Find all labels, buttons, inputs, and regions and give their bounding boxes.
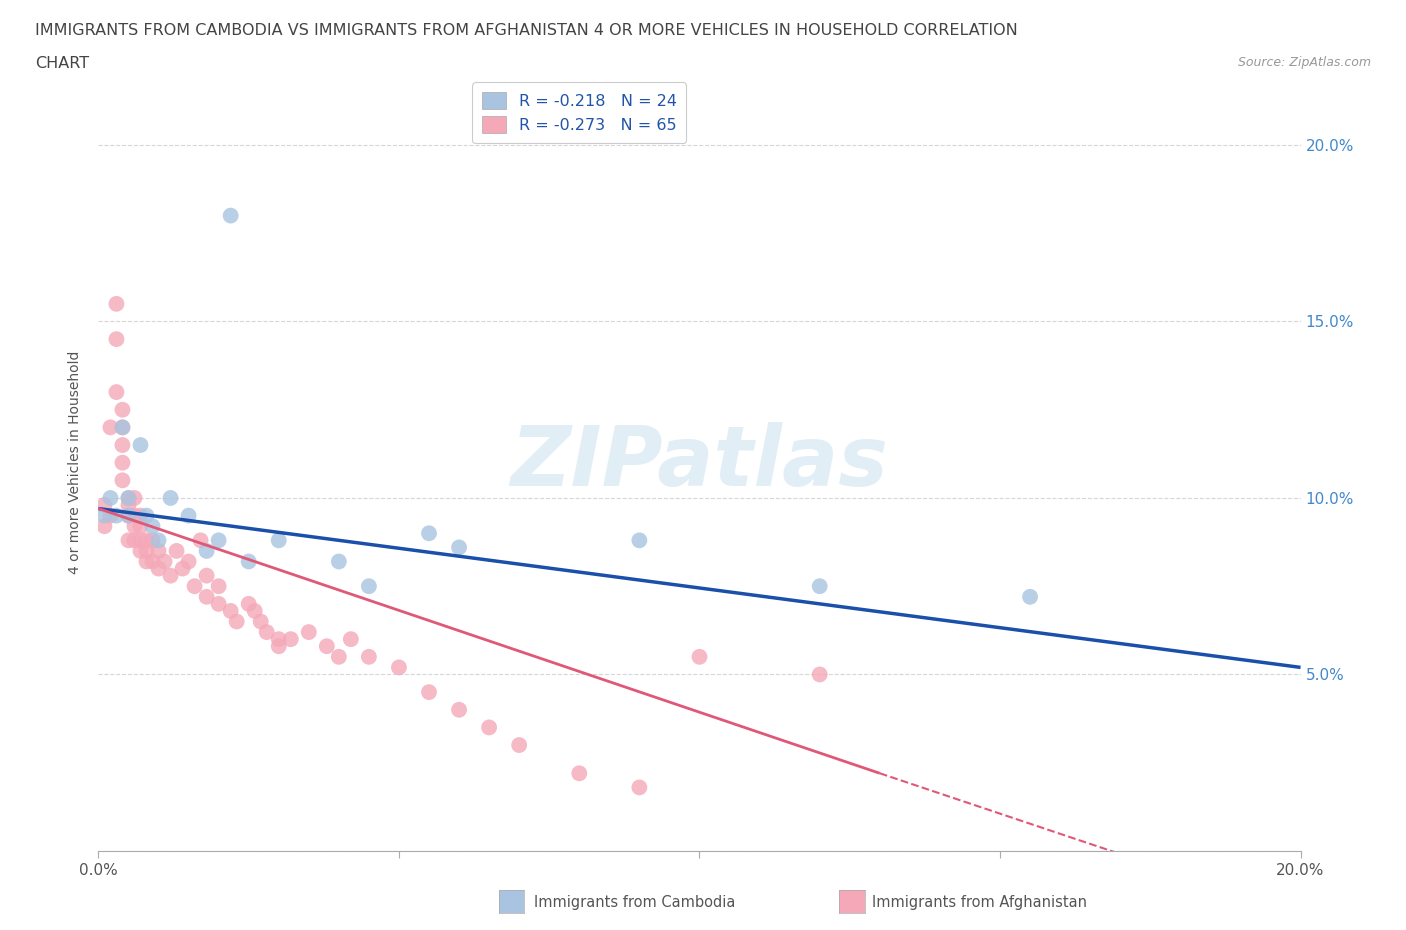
Point xyxy=(129,519,152,534)
Point xyxy=(219,208,242,223)
Point xyxy=(105,297,128,312)
Point xyxy=(159,568,181,583)
Point xyxy=(478,720,501,735)
Point xyxy=(357,649,380,664)
Point xyxy=(508,737,530,752)
Point xyxy=(628,780,651,795)
Point xyxy=(141,519,163,534)
Point xyxy=(105,508,128,523)
Point xyxy=(148,533,170,548)
Point xyxy=(256,625,278,640)
Point xyxy=(117,490,139,505)
Point xyxy=(111,456,134,471)
Point xyxy=(111,403,134,418)
Point xyxy=(135,543,157,558)
Point xyxy=(117,498,139,512)
Point xyxy=(153,554,176,569)
Text: IMMIGRANTS FROM CAMBODIA VS IMMIGRANTS FROM AFGHANISTAN 4 OR MORE VEHICLES IN HO: IMMIGRANTS FROM CAMBODIA VS IMMIGRANTS F… xyxy=(35,23,1018,38)
Point xyxy=(129,508,152,523)
Point xyxy=(166,543,188,558)
Point xyxy=(418,684,440,699)
Point xyxy=(105,385,128,400)
Point xyxy=(124,519,146,534)
Text: CHART: CHART xyxy=(35,56,89,71)
Point xyxy=(124,508,146,523)
Point xyxy=(124,533,146,548)
Point xyxy=(195,568,218,583)
Point xyxy=(190,533,212,548)
Point xyxy=(183,578,205,593)
Point xyxy=(111,438,134,453)
Point xyxy=(172,561,194,576)
Point xyxy=(208,533,231,548)
Point xyxy=(328,649,350,664)
Point xyxy=(129,438,152,453)
Text: Immigrants from Cambodia: Immigrants from Cambodia xyxy=(534,895,735,910)
Point xyxy=(148,561,170,576)
Point xyxy=(93,498,115,512)
Point xyxy=(267,639,290,654)
Point xyxy=(177,508,200,523)
Text: ZIPatlas: ZIPatlas xyxy=(510,422,889,503)
Legend: R = -0.218   N = 24, R = -0.273   N = 65: R = -0.218 N = 24, R = -0.273 N = 65 xyxy=(472,83,686,143)
Point xyxy=(328,554,350,569)
Point xyxy=(100,420,122,435)
Point xyxy=(315,639,337,654)
Text: Source: ZipAtlas.com: Source: ZipAtlas.com xyxy=(1237,56,1371,69)
Point xyxy=(195,543,218,558)
Point xyxy=(238,596,260,611)
Point xyxy=(280,631,302,646)
Point xyxy=(111,472,134,487)
Point xyxy=(124,490,146,505)
Point xyxy=(808,667,831,682)
Point xyxy=(357,578,380,593)
Point xyxy=(100,490,122,505)
Point xyxy=(298,625,321,640)
Point xyxy=(135,554,157,569)
Point xyxy=(105,332,128,347)
Text: Immigrants from Afghanistan: Immigrants from Afghanistan xyxy=(872,895,1087,910)
Point xyxy=(388,660,411,675)
Point xyxy=(100,508,122,523)
Point xyxy=(267,533,290,548)
Point xyxy=(117,490,139,505)
Point xyxy=(418,525,440,540)
Point xyxy=(243,604,266,618)
Point xyxy=(689,649,711,664)
Point xyxy=(1019,590,1042,604)
Point xyxy=(628,533,651,548)
Point xyxy=(129,533,152,548)
Point xyxy=(808,578,831,593)
Point xyxy=(117,533,139,548)
Point xyxy=(219,604,242,618)
Point xyxy=(249,614,271,629)
Point xyxy=(93,519,115,534)
Point xyxy=(117,508,139,523)
Point xyxy=(195,590,218,604)
Point xyxy=(447,702,470,717)
Point xyxy=(148,543,170,558)
Point xyxy=(111,420,134,435)
Point xyxy=(141,554,163,569)
Point xyxy=(135,533,157,548)
Point xyxy=(568,766,591,781)
Point xyxy=(267,631,290,646)
Point xyxy=(141,533,163,548)
Point xyxy=(225,614,247,629)
Point xyxy=(159,490,181,505)
Point xyxy=(238,554,260,569)
Point xyxy=(135,508,157,523)
Y-axis label: 4 or more Vehicles in Household: 4 or more Vehicles in Household xyxy=(69,351,83,575)
Point xyxy=(340,631,363,646)
Point xyxy=(129,543,152,558)
Point xyxy=(447,540,470,555)
Point xyxy=(208,596,231,611)
Point xyxy=(208,578,231,593)
Point xyxy=(111,420,134,435)
Point xyxy=(117,508,139,523)
Point xyxy=(93,508,115,523)
Point xyxy=(177,554,200,569)
